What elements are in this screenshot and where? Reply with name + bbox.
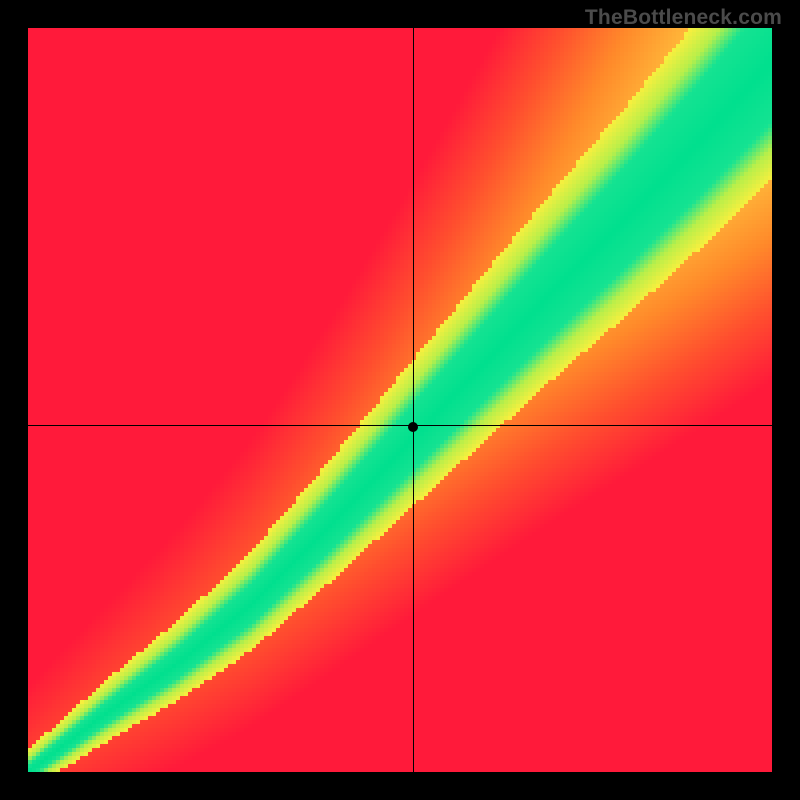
crosshair-vertical bbox=[413, 28, 414, 772]
crosshair-horizontal bbox=[28, 425, 772, 426]
crosshair-marker bbox=[408, 422, 418, 432]
plot-area bbox=[28, 28, 772, 772]
heatmap-canvas bbox=[28, 28, 772, 772]
watermark-text: TheBottleneck.com bbox=[585, 6, 782, 30]
